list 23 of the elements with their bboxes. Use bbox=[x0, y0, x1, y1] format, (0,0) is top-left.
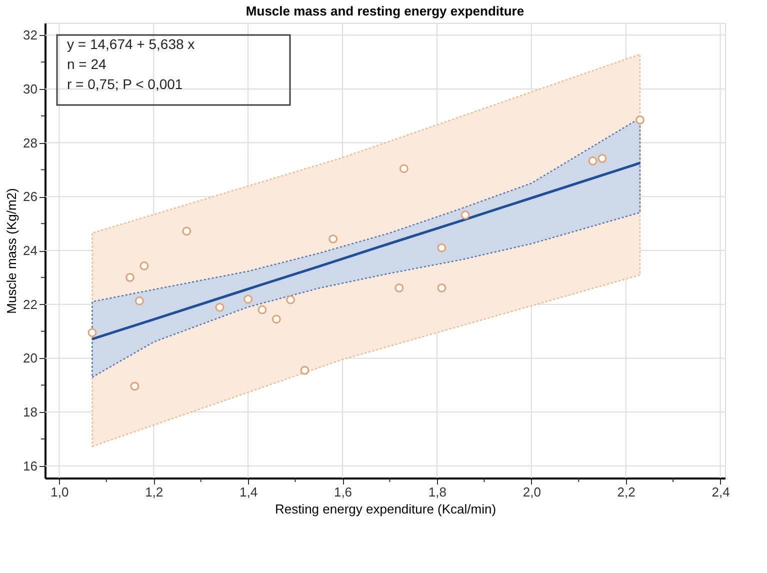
x-axis-title: Resting energy expenditure (Kcal/min) bbox=[274, 502, 496, 516]
y-tick-label: 22 bbox=[23, 296, 38, 312]
y-tick-label: 32 bbox=[23, 28, 38, 43]
y-tick-label: 16 bbox=[23, 458, 38, 474]
x-tick-label: 1,8 bbox=[428, 484, 446, 500]
chart-title: Muscle mass and resting energy expenditure bbox=[246, 4, 524, 18]
x-tick-label: 1,0 bbox=[50, 484, 69, 500]
annotation: y = 14,674 + 5,638 x bbox=[67, 36, 195, 52]
y-tick-label: 28 bbox=[23, 135, 38, 150]
y-tick-label: 30 bbox=[23, 81, 38, 96]
x-tick-label: 2,0 bbox=[522, 484, 541, 500]
y-tick-label: 18 bbox=[23, 404, 38, 420]
x-tick-label: 2,2 bbox=[617, 484, 636, 500]
y-tick-label: 26 bbox=[23, 189, 38, 204]
y-tick-label: 20 bbox=[23, 350, 38, 366]
annotation: n = 24 bbox=[67, 56, 107, 72]
y-axis-title: Muscle mass (Kg/m2) bbox=[4, 188, 20, 314]
y-tick-label: 24 bbox=[23, 243, 38, 258]
annotation: r = 0,75; P < 0,001 bbox=[67, 76, 183, 92]
x-tick-label: 1,6 bbox=[334, 484, 352, 500]
x-tick-label: 1,2 bbox=[145, 484, 164, 500]
x-tick-label: 1,4 bbox=[240, 484, 258, 500]
x-tick-label: 2,4 bbox=[712, 484, 730, 500]
